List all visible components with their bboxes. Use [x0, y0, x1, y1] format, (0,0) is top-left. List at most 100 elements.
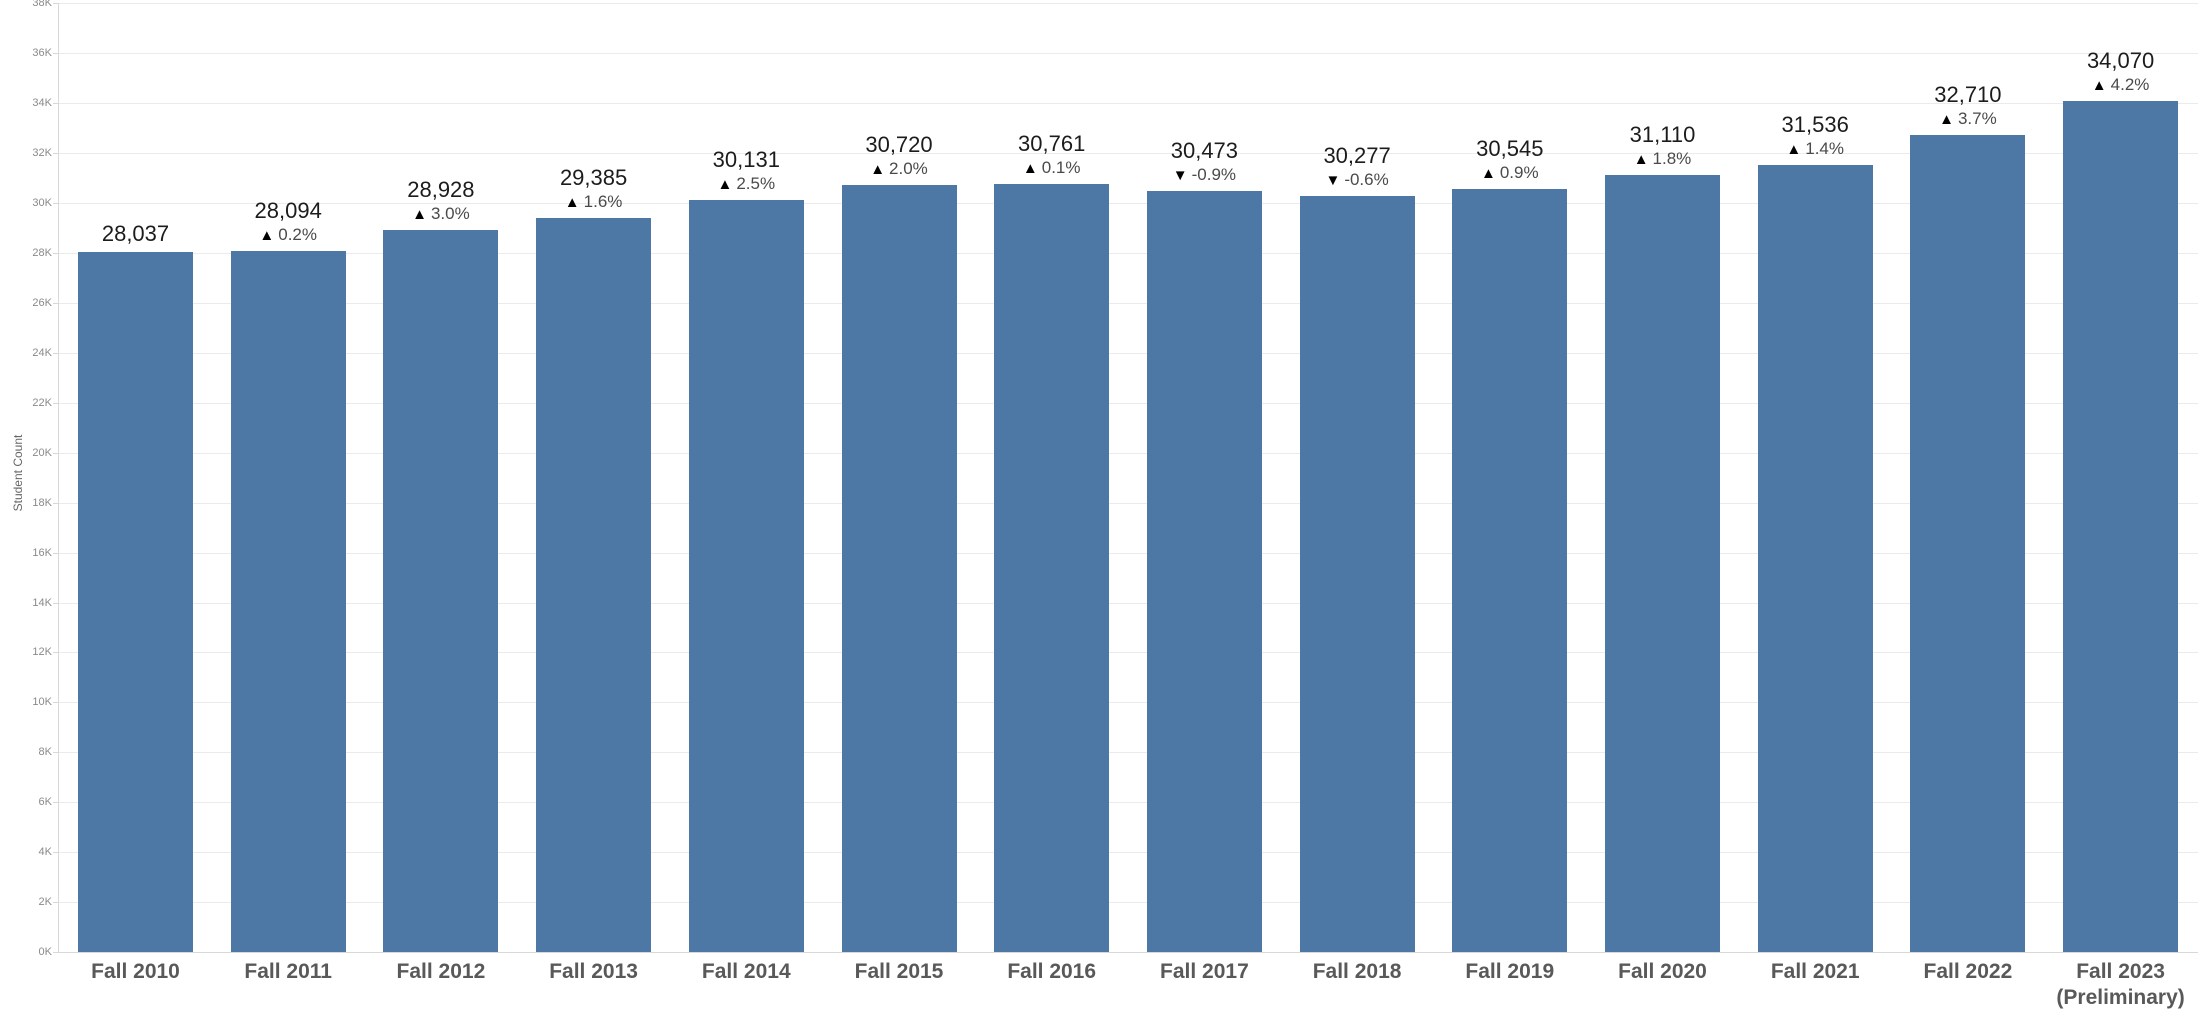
x-label-line1: Fall 2016	[1007, 960, 1097, 983]
y-tick-mark	[53, 802, 58, 804]
y-tick-label: 24K	[32, 346, 52, 359]
x-axis-category-label: Fall 2013	[504, 959, 684, 985]
change-percent-text: 4.2%	[2110, 75, 2150, 95]
bar-label-group: 30,545 ▲ 0.9%	[1420, 136, 1600, 184]
bar-label-group: 29,385 ▲ 1.6%	[504, 165, 684, 213]
y-gridline	[58, 902, 2198, 904]
y-gridline	[58, 502, 2198, 504]
bar[interactable]	[1605, 175, 1720, 952]
bar[interactable]	[688, 199, 804, 952]
bar-label-group: 32,710 ▲ 3.7%	[1878, 82, 2058, 130]
y-gridline	[58, 103, 2198, 105]
triangle-up-icon: ▲	[2091, 77, 2107, 95]
y-gridline	[58, 752, 2198, 754]
y-gridline	[58, 53, 2198, 55]
change-percent-text: -0.9%	[1191, 165, 1237, 185]
bar[interactable]	[841, 185, 957, 952]
x-axis-category-label: Fall 2021	[1725, 959, 1905, 985]
change-percent-text: 0.9%	[1499, 163, 1539, 183]
y-tick-label: 4K	[38, 846, 52, 859]
y-tick-mark	[53, 552, 58, 554]
x-axis-category-label: Fall 2012	[351, 959, 531, 985]
bar-value-label: 30,473	[1170, 138, 1239, 164]
y-tick-mark	[53, 352, 58, 354]
bar-label-group: 28,094 ▲ 0.2%	[198, 198, 378, 246]
y-tick-mark	[53, 602, 58, 604]
x-label-line1: Fall 2022	[1923, 960, 2013, 983]
change-percent-text: 0.1%	[1041, 158, 1081, 178]
y-tick-mark	[53, 153, 58, 155]
y-tick-label: 28K	[32, 247, 52, 259]
bar-label-group: 31,110 ▲ 1.8%	[1573, 122, 1753, 170]
y-gridline	[58, 203, 2198, 205]
bar-value-label: 28,037	[101, 221, 170, 247]
x-axis-category-label: Fall 2015	[809, 959, 989, 985]
x-axis-category-label: Fall 2019	[1420, 959, 1600, 985]
triangle-up-icon: ▲	[870, 161, 886, 179]
y-tick-label: 16K	[32, 546, 52, 559]
change-percent-text: 0.2%	[278, 224, 317, 244]
bar-change-label: ▲ 4.2%	[2092, 74, 2150, 96]
bar-value-label: 32,710	[1934, 82, 2002, 108]
x-label-line1: Fall 2010	[91, 960, 180, 983]
y-gridline	[58, 3, 2198, 5]
bar[interactable]	[1452, 189, 1568, 952]
bar[interactable]	[1146, 191, 1262, 952]
bar[interactable]	[994, 184, 1110, 952]
bar-label-group: 30,473 ▼ -0.9%	[1114, 138, 1294, 186]
triangle-up-icon: ▲	[1480, 165, 1496, 183]
y-tick-label: 8K	[38, 746, 52, 759]
bar-change-label: ▼ -0.6%	[1325, 169, 1388, 191]
bar-change-label: ▲ 0.9%	[1481, 162, 1539, 184]
bar[interactable]	[1910, 135, 2026, 952]
x-axis-category-label: Fall 2016	[962, 959, 1142, 985]
x-axis-category-label: Fall 2011	[198, 959, 378, 985]
change-percent-text: 1.6%	[583, 192, 623, 212]
x-label-line1: Fall 2019	[1465, 960, 1555, 983]
x-label-line2: (Preliminary)	[2056, 986, 2185, 1009]
y-gridline	[58, 253, 2198, 254]
bar-change-label: ▲ 0.1%	[1023, 157, 1081, 179]
y-tick-mark	[53, 902, 58, 904]
y-tick-mark	[53, 452, 58, 454]
bar-value-label: 30,277	[1323, 143, 1391, 169]
bar[interactable]	[1299, 196, 1415, 952]
bar-change-label: ▲ 3.0%	[412, 203, 470, 225]
y-tick-mark	[53, 53, 58, 55]
bar[interactable]	[230, 250, 346, 952]
x-axis-category-label: Fall 2020	[1573, 959, 1753, 985]
bar-value-label: 28,928	[407, 176, 475, 202]
bar-value-label: 30,131	[712, 146, 780, 172]
y-gridline	[58, 552, 2198, 554]
triangle-up-icon: ▲	[1786, 140, 1802, 158]
x-label-line1: Fall 2018	[1312, 960, 1402, 983]
bar-change-label: ▲ 1.4%	[1786, 138, 1844, 160]
y-tick-label: 36K	[32, 47, 52, 60]
change-percent-text: 3.0%	[430, 203, 470, 223]
change-percent-text: 1.4%	[1805, 138, 1844, 158]
bar-label-group: 34,070 ▲ 4.2%	[2031, 48, 2198, 96]
x-axis-category-label: Fall 2014	[656, 959, 836, 985]
bar[interactable]	[383, 229, 499, 952]
y-tick-label: 12K	[32, 646, 52, 659]
y-gridline	[58, 452, 2198, 454]
x-label-line1: Fall 2015	[854, 960, 944, 983]
bar[interactable]	[536, 218, 652, 952]
triangle-up-icon: ▲	[1022, 160, 1038, 178]
y-tick-label: 38K	[32, 0, 52, 10]
y-tick-label: 32K	[32, 147, 52, 160]
bar-value-label: 31,110	[1629, 122, 1696, 148]
bar-label-group: 28,928 ▲ 3.0%	[351, 176, 531, 225]
triangle-up-icon: ▲	[412, 205, 427, 223]
y-gridline	[58, 153, 2198, 155]
y-gridline	[58, 802, 2198, 804]
y-tick-mark	[53, 852, 58, 854]
y-tick-mark	[53, 302, 58, 304]
bar[interactable]	[2063, 101, 2179, 952]
x-label-line1: Fall 2012	[396, 960, 486, 983]
y-tick-mark	[53, 752, 58, 754]
x-label-line1: Fall 2011	[244, 960, 332, 983]
bar[interactable]	[1757, 164, 1873, 952]
triangle-up-icon: ▲	[259, 226, 275, 244]
bar[interactable]	[78, 252, 193, 952]
